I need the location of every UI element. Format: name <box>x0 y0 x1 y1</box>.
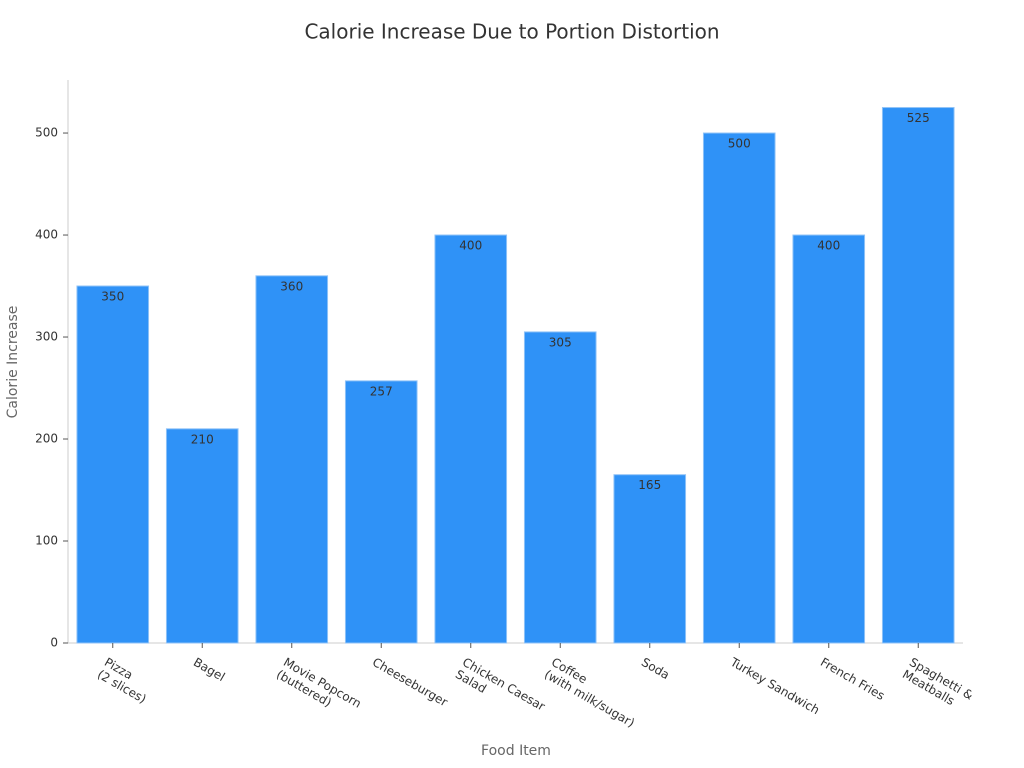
y-tick-label: 300 <box>35 330 58 344</box>
bar <box>792 234 866 644</box>
y-tick-label: 400 <box>35 228 58 242</box>
bar <box>344 380 418 644</box>
value-label: 360 <box>280 279 303 293</box>
bar <box>613 474 687 644</box>
value-label: 305 <box>549 335 572 349</box>
bar <box>76 285 150 644</box>
value-label: 350 <box>101 290 124 304</box>
bar <box>255 275 329 644</box>
x-axis-label: Food Item <box>481 743 551 759</box>
value-label: 400 <box>817 239 840 253</box>
bar <box>702 132 776 644</box>
value-label: 257 <box>370 384 393 398</box>
value-label: 500 <box>728 137 751 151</box>
bar <box>165 428 239 644</box>
y-tick-label: 0 <box>50 636 58 650</box>
y-axis-label: Calorie Increase <box>5 306 21 419</box>
y-tick-label: 100 <box>35 534 58 548</box>
chart-title: Calorie Increase Due to Portion Distorti… <box>304 20 719 44</box>
value-label: 210 <box>191 432 214 446</box>
bar <box>523 331 597 644</box>
y-tick-label: 200 <box>35 432 58 446</box>
bar <box>434 234 508 644</box>
value-label: 400 <box>459 239 482 253</box>
bar <box>881 107 955 644</box>
y-tick-label: 500 <box>35 126 58 140</box>
value-label: 525 <box>907 111 930 125</box>
value-label: 165 <box>638 478 661 492</box>
